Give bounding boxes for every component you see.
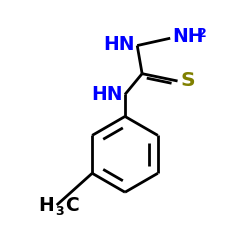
Text: 2: 2 bbox=[198, 27, 207, 40]
Text: C: C bbox=[65, 196, 79, 214]
Text: HN: HN bbox=[103, 35, 135, 54]
Text: S: S bbox=[180, 72, 195, 90]
Text: NH: NH bbox=[173, 28, 204, 46]
Text: HN: HN bbox=[91, 85, 122, 104]
Text: H: H bbox=[38, 196, 54, 214]
Text: 3: 3 bbox=[56, 205, 64, 218]
